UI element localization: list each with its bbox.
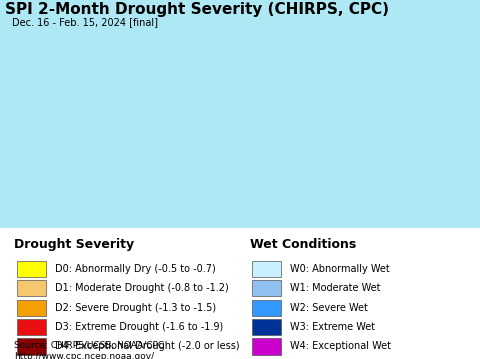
Text: D2: Severe Drought (-1.3 to -1.5): D2: Severe Drought (-1.3 to -1.5) (55, 303, 216, 313)
Text: W3: Extreme Wet: W3: Extreme Wet (290, 322, 375, 332)
Text: W4: Exceptional Wet: W4: Exceptional Wet (290, 341, 391, 351)
Text: W0: Abnormally Wet: W0: Abnormally Wet (290, 264, 390, 274)
Bar (17, 338, 46, 355)
Text: Drought Severity: Drought Severity (14, 238, 134, 251)
Text: Source: CHIRPS/UCSB, NOAA/CPC: Source: CHIRPS/UCSB, NOAA/CPC (14, 341, 165, 350)
Text: D1: Moderate Drought (-0.8 to -1.2): D1: Moderate Drought (-0.8 to -1.2) (55, 283, 229, 293)
Bar (17, 299, 46, 316)
Text: Wet Conditions: Wet Conditions (250, 238, 356, 251)
Bar (252, 261, 281, 277)
Bar (252, 319, 281, 335)
Text: D4: Exceptional Drought (-2.0 or less): D4: Exceptional Drought (-2.0 or less) (55, 341, 240, 351)
Text: http://www.cpc.ncep.noaa.gov/: http://www.cpc.ncep.noaa.gov/ (14, 353, 155, 359)
Bar (252, 338, 281, 355)
Bar (17, 261, 46, 277)
Text: Dec. 16 - Feb. 15, 2024 [final]: Dec. 16 - Feb. 15, 2024 [final] (12, 17, 158, 27)
Bar (252, 280, 281, 297)
Text: SPI 2-Month Drought Severity (CHIRPS, CPC): SPI 2-Month Drought Severity (CHIRPS, CP… (5, 2, 389, 17)
Text: D3: Extreme Drought (-1.6 to -1.9): D3: Extreme Drought (-1.6 to -1.9) (55, 322, 224, 332)
Text: W2: Severe Wet: W2: Severe Wet (290, 303, 368, 313)
Text: D0: Abnormally Dry (-0.5 to -0.7): D0: Abnormally Dry (-0.5 to -0.7) (55, 264, 216, 274)
Text: W1: Moderate Wet: W1: Moderate Wet (290, 283, 381, 293)
Bar (252, 299, 281, 316)
Bar (17, 280, 46, 297)
Bar (17, 319, 46, 335)
